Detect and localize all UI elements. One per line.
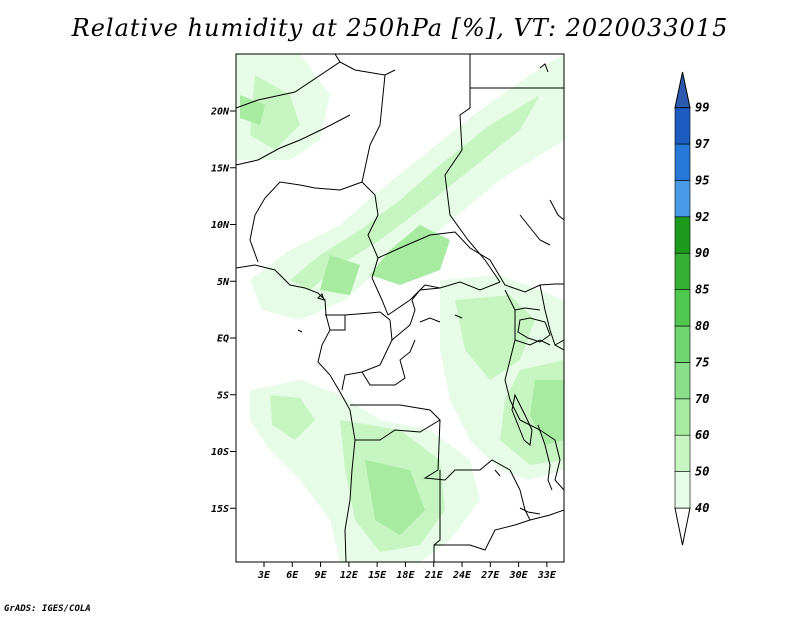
colorbar-label: 40 [695,501,709,515]
colorbar-label: 80 [695,319,709,333]
island [297,329,303,333]
colorbar-box [674,434,691,472]
colorbar-label: 97 [695,137,710,151]
lat-tick-label: 5S [217,390,229,401]
border [341,311,393,391]
lon-tick-label: 9E [315,570,328,581]
border [411,287,441,301]
shading-area [320,255,360,295]
lake [517,317,551,343]
coastline [236,264,356,562]
colorbar-box [674,180,691,218]
colorbar-label: 99 [695,101,709,115]
border [519,419,564,491]
colorbar-box [674,362,691,400]
colorbar-label: 95 [695,173,709,187]
border [519,489,531,521]
border [391,299,416,341]
border [514,307,541,311]
border [434,509,564,551]
lat-tick-label: 15N [211,163,230,174]
colorbar-label: 70 [695,392,709,406]
lat-tick-label: EQ [217,334,229,345]
longitude-axis: 3E 6E 9E 12E 15E 18E 21E 24E 27E 30E 33E [257,562,557,581]
lon-tick-label: 15E [368,570,387,581]
border [249,181,363,263]
colorbar-label: 50 [695,465,709,479]
colorbar-label: 85 [695,283,709,297]
colorbar: 40 50 60 70 75 80 85 90 92 95 97 99 [674,71,710,546]
border [519,214,551,246]
border [377,231,564,293]
lon-tick-label: 6E [286,570,299,581]
border [514,339,551,346]
colorbar-box [674,289,691,327]
border [325,314,346,331]
colorbar-box [674,471,691,509]
island [419,317,441,323]
colorbar-box [674,398,691,436]
lat-tick-label: 10N [211,220,230,231]
lat-tick-label: 10S [211,447,229,458]
border [361,339,416,386]
island [454,314,463,319]
lake [537,424,553,491]
shading-area [290,95,540,290]
map-frame [235,53,565,563]
colorbar-arrow-high [674,71,691,109]
colorbar-box [674,216,691,254]
border [554,339,564,346]
lon-tick-label: 3E [257,570,271,581]
lake [511,393,533,446]
shading-area [270,395,315,440]
credit-label: GrADS: IGES/COLA [4,604,91,614]
colorbar-box [674,107,691,145]
shading-area [365,460,425,535]
colorbar-arrow-low [674,507,691,546]
colorbar-box [674,252,691,290]
lat-tick-label: 20N [210,107,230,118]
coastlines-borders [236,54,564,562]
border [539,284,564,351]
island [539,63,549,73]
colorbar-label: 60 [695,428,709,442]
lon-tick-label: 30E [509,570,529,581]
border [236,114,351,166]
lon-tick-label: 12E [340,570,359,581]
colorbar-label: 75 [695,355,709,369]
colorbar-box [674,325,691,363]
lon-tick-label: 24E [452,570,472,581]
colorbar-label: 90 [695,246,709,260]
border [444,459,521,491]
border [355,419,441,441]
lat-tick-label: 5N [217,277,230,288]
border [361,74,389,316]
lon-tick-label: 27E [480,570,500,581]
border [549,199,564,221]
shading-area [370,225,450,285]
border [334,54,341,63]
border [433,470,441,562]
lat-tick-label: 15S [211,504,229,515]
island [494,469,501,477]
humidity-shading [236,54,564,562]
colorbar-label: 92 [695,210,709,224]
lon-tick-label: 18E [396,570,415,581]
lake [519,507,541,515]
colorbar-box [674,143,691,181]
map-title: Relative humidity at 250hPa [%], VT: 202… [71,14,729,42]
shading-area [240,95,265,125]
lon-tick-label: 21E [424,570,444,581]
latitude-axis: 20N 15N 10N 5N EQ 5S 10S 15S [210,107,236,515]
island [317,293,325,301]
lon-tick-label: 33E [537,570,557,581]
